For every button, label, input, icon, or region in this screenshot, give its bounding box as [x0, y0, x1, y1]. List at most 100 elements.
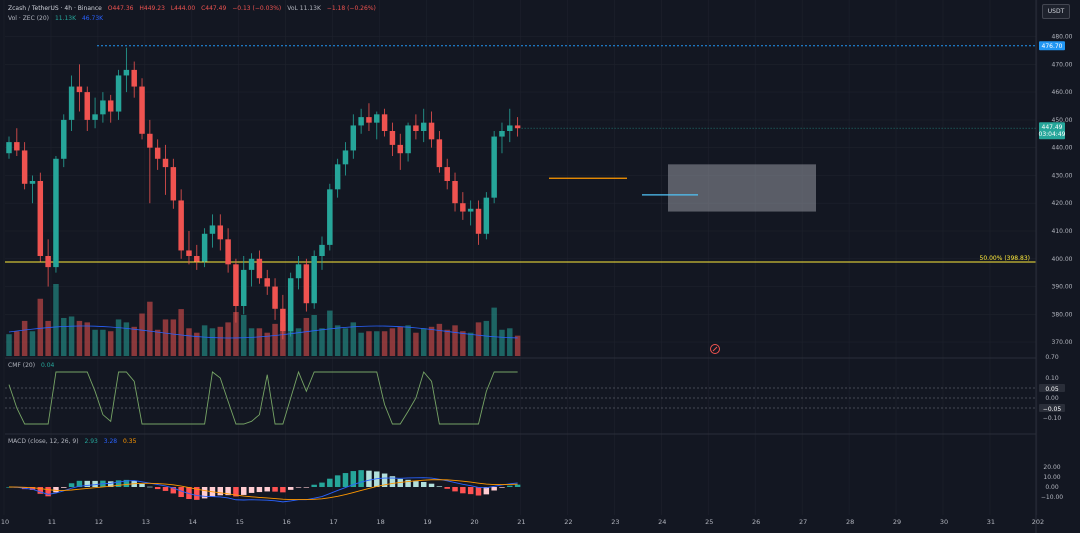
macd-hist-bar: [186, 487, 192, 499]
time-tick-label: 22: [564, 518, 572, 526]
candle-body-down: [280, 308, 286, 331]
candle-body-down: [84, 92, 90, 120]
candle-body-down: [147, 133, 153, 148]
macd-tick-label: −10.00: [1041, 494, 1063, 501]
macd-hist-bar: [37, 487, 44, 494]
volume-bar: [107, 331, 114, 356]
candle-body-down: [131, 69, 137, 87]
volume-bar: [61, 317, 67, 356]
last-price-tag-bg: [1039, 122, 1065, 140]
price-tick-label: 380.00: [1052, 311, 1073, 318]
volume-bar: [264, 332, 270, 356]
candle-body-up: [483, 197, 490, 234]
volume-bar: [436, 323, 443, 356]
volume-pane-settings-icon[interactable]: [710, 344, 720, 354]
candle-body-up: [311, 256, 317, 304]
candle-body-up: [334, 164, 341, 190]
order-block-zone: [668, 164, 816, 212]
cmf-legend[interactable]: CMF (20) 0.04: [8, 361, 58, 370]
candle-body-down: [303, 264, 310, 304]
volume-bar: [491, 307, 497, 356]
candle-body-down: [186, 250, 192, 256]
time-tick-label: 24: [658, 518, 666, 526]
volume-bar: [123, 322, 130, 356]
volume-bar: [397, 326, 403, 356]
volume-bar: [319, 328, 325, 356]
price-axis[interactable]: 480.00 470.00 460.00 450.00 440.00 430.00 420.…: [1052, 34, 1073, 347]
cmf-tick-label: 0.00: [1045, 395, 1059, 402]
macd-hist-bar: [201, 487, 208, 499]
volume-bar: [327, 310, 333, 356]
currency-button[interactable]: USDT: [1042, 4, 1070, 19]
volume-value: 11.13K: [54, 15, 77, 22]
candle-body-down: [366, 117, 372, 123]
macd-hist-bar: [170, 487, 177, 494]
macd-label: MACD (close, 12, 26, 9): [8, 438, 79, 445]
symbol-name: Zcash / TetherUS · 4h · Binance: [8, 5, 102, 12]
candle-body-down: [217, 225, 224, 240]
candle-body-down: [107, 100, 114, 112]
last-price-tag-text: 447.49: [1042, 124, 1063, 131]
volume-bar: [358, 332, 364, 356]
time-axis[interactable]: 10 11 12 13 14 15 16 17 18 19 20 21 22 23 24 25 26 27 28 29…: [1, 518, 1044, 526]
volume-bar: [444, 329, 450, 356]
candle-body-down: [178, 200, 184, 251]
candle-body-up: [6, 142, 12, 154]
price-tick-label: 480.00: [1052, 34, 1073, 41]
macd-value-1: 2.93: [84, 438, 98, 445]
volume-bar: [131, 326, 137, 356]
volume-bar: [428, 326, 435, 356]
candle-body-up: [507, 125, 513, 131]
macd-value-3: 0.35: [123, 438, 137, 445]
last-price-tag-text: 03:04:49: [1039, 131, 1066, 138]
volume-legend[interactable]: Vol · ZEC (20) 11.13K 46.73K: [8, 14, 107, 23]
volume-bar: [475, 322, 482, 356]
cmf-pos-tag-bg: [1039, 384, 1065, 392]
candle-body-down: [436, 139, 443, 168]
cmf-neg-tag-bg: [1039, 404, 1065, 412]
time-tick-label: 18: [376, 518, 384, 526]
volume-bar: [37, 298, 44, 356]
time-tick-label: 29: [893, 518, 901, 526]
macd-hist-bar: [272, 487, 278, 492]
price-tick-label: 470.00: [1052, 61, 1073, 68]
volume-bar: [413, 332, 419, 356]
price-tick-label: 440.00: [1052, 145, 1073, 152]
cmf-line: [8, 370, 518, 425]
candle-body-up: [405, 125, 411, 154]
candle-body-down: [154, 147, 161, 159]
candle-body-down: [45, 256, 51, 268]
candle-body-up: [358, 117, 364, 126]
volume-bar: [170, 319, 177, 356]
time-tick-label: 30: [940, 518, 948, 526]
cmf-label: CMF (20): [8, 362, 36, 369]
price-tick-label: 390.00: [1052, 284, 1073, 291]
candle-body-up: [342, 150, 349, 165]
macd-hist-bar: [374, 471, 380, 487]
candle-body-down: [170, 167, 177, 201]
macd-hist-bar: [154, 487, 161, 490]
time-tick-label: 19: [423, 518, 431, 526]
grid-lines: [3, 0, 1038, 515]
macd-hist-bar: [68, 483, 75, 487]
macd-hist-bar: [107, 481, 114, 487]
candle-body-up: [241, 269, 247, 306]
volume-bar: [201, 325, 208, 356]
cmf-tick-label: 0.10: [1045, 375, 1059, 382]
volume-bar: [147, 301, 153, 356]
candle-body-up: [248, 258, 255, 270]
candle-body-up: [491, 136, 497, 198]
macd-hist-bar: [413, 481, 419, 487]
macd-line: [8, 477, 518, 503]
macd-hist-bar: [248, 487, 255, 493]
time-tick-label: 21: [517, 518, 525, 526]
candle-body-up: [295, 264, 302, 279]
macd-hist-bar: [29, 487, 36, 490]
macd-hist-bar: [76, 480, 83, 487]
macd-hist-bar: [405, 479, 411, 487]
macd-legend[interactable]: MACD (close, 12, 26, 9) 2.93 3.28 0.35: [8, 437, 140, 446]
candle-body-down: [475, 208, 482, 234]
volume-bar: [507, 328, 513, 356]
symbol-legend[interactable]: Zcash / TetherUS · 4h · Binance O447.36 …: [8, 4, 380, 13]
